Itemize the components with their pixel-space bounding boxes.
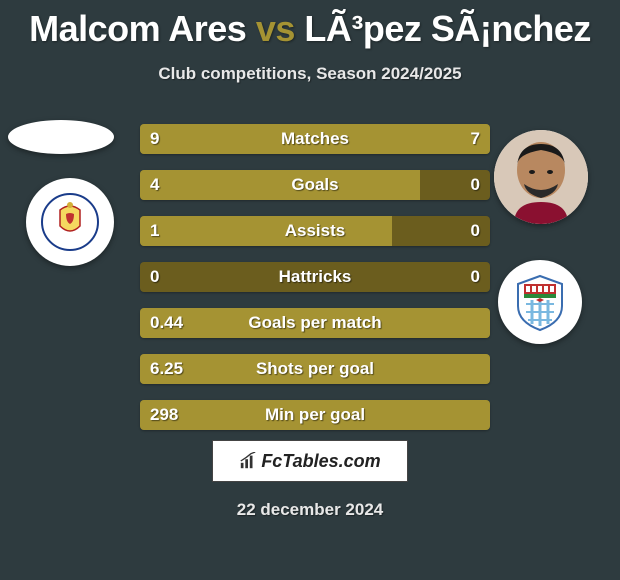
chart-icon (239, 452, 257, 470)
stat-row: 9Matches7 (140, 124, 490, 154)
stat-row: 0Hattricks0 (140, 262, 490, 292)
title-vs: vs (256, 8, 295, 49)
stat-label: Min per goal (140, 400, 490, 430)
stat-value-right: 7 (471, 124, 480, 154)
stat-label: Goals per match (140, 308, 490, 338)
footer-brand-text: FcTables.com (261, 451, 380, 472)
stat-label: Matches (140, 124, 490, 154)
crest-player1 (26, 178, 114, 266)
crest-player2 (498, 260, 582, 344)
footer-date: 22 december 2024 (0, 500, 620, 520)
stat-label: Assists (140, 216, 490, 246)
stat-row: 0.44Goals per match (140, 308, 490, 338)
avatar-player1 (8, 120, 114, 154)
subtitle: Club competitions, Season 2024/2025 (0, 64, 620, 84)
page-title: Malcom Ares vs LÃ³pez SÃ¡nchez (0, 0, 620, 50)
stat-value-right: 0 (471, 170, 480, 200)
footer-brand-badge: FcTables.com (212, 440, 408, 482)
avatar-player2 (494, 130, 588, 224)
stat-row: 6.25Shots per goal (140, 354, 490, 384)
stat-row: 1Assists0 (140, 216, 490, 246)
stat-label: Shots per goal (140, 354, 490, 384)
stats-container: 9Matches74Goals01Assists00Hattricks00.44… (140, 124, 490, 446)
stat-label: Hattricks (140, 262, 490, 292)
title-player1: Malcom Ares (29, 8, 246, 49)
stat-value-right: 0 (471, 262, 480, 292)
stat-row: 4Goals0 (140, 170, 490, 200)
stat-label: Goals (140, 170, 490, 200)
title-player2: LÃ³pez SÃ¡nchez (304, 8, 591, 49)
stat-value-right: 0 (471, 216, 480, 246)
stat-row: 298Min per goal (140, 400, 490, 430)
